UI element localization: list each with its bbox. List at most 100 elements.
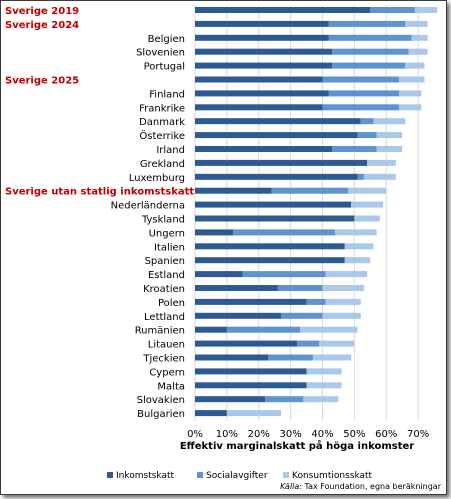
category-label: Polen	[158, 298, 185, 309]
legend-label: Konsumtionsskatt	[292, 471, 373, 481]
category-label: Slovenien	[136, 48, 185, 59]
bar-segment	[370, 7, 415, 13]
bar-segment	[303, 396, 339, 403]
bar-segment	[376, 146, 403, 152]
x-tick-label: 50%	[343, 429, 365, 440]
bar-segment	[332, 146, 377, 152]
category-label: Italien	[154, 242, 185, 253]
x-tick-label: 40%	[311, 429, 333, 440]
x-tick-label: 70%	[407, 429, 429, 440]
bar-segment	[360, 118, 374, 125]
bar-segment	[322, 104, 399, 111]
bar-segment	[319, 340, 355, 347]
bar-segment	[363, 173, 396, 180]
legend-swatch	[283, 472, 289, 478]
bar-segment	[411, 34, 428, 41]
bar-segment	[271, 187, 348, 194]
bar-segment	[195, 271, 243, 278]
source-prefix: Källa:	[280, 482, 302, 491]
x-tick-labels: 0% 10% 20% 30% 40% 50% 60% 70%	[187, 429, 429, 440]
x-tick-label: 30%	[279, 429, 301, 440]
bar-segment	[195, 173, 358, 180]
bar-segment	[195, 368, 307, 375]
bar-segment	[195, 76, 323, 83]
bar-segment	[332, 62, 406, 69]
bar-segment	[354, 215, 380, 222]
x-tick-label: 10%	[216, 429, 238, 440]
bar-segment	[332, 48, 409, 55]
bar-segment	[351, 201, 384, 208]
category-label: Finland	[149, 89, 185, 100]
bar-segment	[195, 243, 345, 250]
bar-segment	[195, 229, 234, 236]
category-label: Rumänien	[135, 326, 185, 337]
bar-segment	[226, 410, 282, 417]
bar-segment	[195, 48, 333, 55]
bar-segment	[195, 132, 358, 139]
category-labels: Sverige 2019 Sverige 2024 Belgien Slovenien…	[5, 6, 194, 420]
category-label: Irland	[156, 145, 185, 156]
bar-segment	[325, 271, 368, 278]
bar-segment	[306, 298, 326, 305]
source-text: Tax Foundation, egna beräkningar	[302, 482, 442, 491]
category-label: Ungern	[149, 228, 185, 239]
bar-segment	[306, 368, 342, 375]
bar-segment	[322, 76, 399, 83]
bar-segment	[414, 7, 438, 13]
category-label: Österrike	[139, 129, 185, 142]
category-label: Tyskland	[141, 215, 185, 226]
category-label: Cypern	[149, 367, 185, 378]
bar-segment	[195, 410, 227, 417]
bar-segment	[347, 187, 387, 194]
bar-segment	[195, 298, 307, 305]
category-label: Frankrike	[139, 103, 185, 114]
bar-segment	[195, 146, 333, 152]
bar-segment	[328, 34, 412, 41]
bar-segment	[405, 62, 425, 69]
bar-segment	[322, 312, 361, 319]
category-label: Sverige 2025	[5, 76, 79, 87]
bar-segment	[195, 7, 371, 13]
bar-segment	[195, 354, 269, 361]
bar-segment	[373, 118, 406, 125]
x-tick-label: 60%	[375, 429, 397, 440]
bar-segment	[398, 104, 422, 111]
source-note: Källa: Tax Foundation, egna beräkningar	[280, 482, 442, 491]
bar-segment	[195, 187, 272, 194]
bar-segment	[195, 382, 307, 389]
bar-segment	[195, 312, 282, 319]
bar-segment	[328, 20, 406, 27]
category-label: Lettland	[144, 312, 185, 323]
bar-segment	[195, 62, 333, 69]
bar-segment	[226, 326, 301, 333]
category-label: Litauen	[148, 340, 185, 351]
bar-segment	[195, 285, 278, 291]
bar-segment	[195, 396, 266, 403]
bar-segment	[300, 326, 358, 333]
marginal-tax-chart: Sverige 2019 Sverige 2024 Belgien Slovenien…	[5, 5, 442, 491]
x-tick-label: 20%	[248, 429, 270, 440]
category-label: Estland	[148, 270, 185, 281]
bar-segment	[195, 118, 361, 125]
bar-segment	[233, 229, 336, 236]
category-label: Danmark	[139, 117, 185, 128]
bar-segment	[277, 285, 323, 291]
bar-segment	[242, 271, 326, 278]
bar-segment	[335, 229, 377, 236]
bar-segment	[195, 201, 352, 208]
category-label: Belgien	[148, 34, 185, 45]
bar-segment	[312, 354, 352, 361]
category-label: Spanien	[145, 256, 185, 267]
bar-segment	[306, 382, 342, 389]
bar-segment	[322, 285, 364, 291]
legend-label: Socialavgifter	[206, 471, 268, 481]
category-label: Malta	[157, 381, 185, 392]
category-label: Slovakien	[137, 395, 185, 406]
category-label: Tjeckien	[142, 354, 185, 365]
legend-label: Inkomstskatt	[116, 471, 175, 481]
legend: Inkomstskatt Socialavgifter Konsumtionsska…	[107, 471, 373, 481]
legend-swatch	[197, 472, 203, 478]
bar-segment	[195, 159, 368, 166]
category-label: Luxemburg	[129, 173, 185, 184]
